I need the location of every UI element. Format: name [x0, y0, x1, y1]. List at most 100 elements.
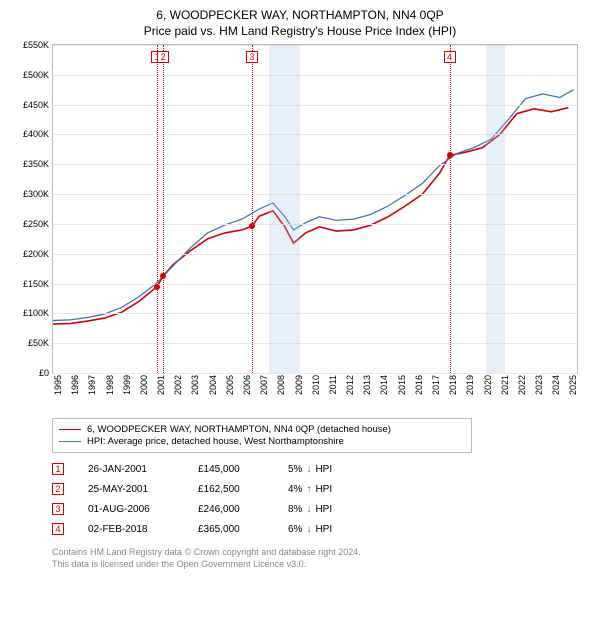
transaction-price: £246,000	[198, 504, 288, 515]
x-tick-label: 2005	[225, 375, 235, 395]
title-subtitle: Price paid vs. HM Land Registry's House …	[12, 24, 588, 38]
diff-percent: 6%	[288, 524, 302, 535]
transaction-diff: 8% ↓ HPI	[288, 504, 378, 515]
x-tick-label: 2000	[139, 375, 149, 395]
x-tick-label: 2024	[551, 375, 561, 395]
arrow-down-icon: ↓	[306, 504, 311, 515]
y-tick-label: £500K	[23, 70, 49, 80]
diff-against: HPI	[315, 484, 332, 495]
event-marker-box: 2	[157, 51, 169, 63]
x-tick-label: 2017	[431, 375, 441, 395]
legend-label: HPI: Average price, detached house, West…	[87, 436, 344, 447]
event-line	[450, 45, 451, 373]
transaction-row: 2 25-MAY-2001£162,5004% ↑ HPI	[52, 479, 588, 499]
x-tick-label: 2018	[448, 375, 458, 395]
event-marker-box: 4	[444, 51, 456, 63]
transaction-diff: 4% ↑ HPI	[288, 484, 378, 495]
y-tick-label: £450K	[23, 100, 49, 110]
recession-band	[486, 45, 505, 373]
legend-swatch	[59, 441, 81, 442]
y-tick-label: £250K	[23, 219, 49, 229]
legend-box: 6, WOODPECKER WAY, NORTHAMPTON, NN4 0QP …	[52, 418, 472, 453]
diff-percent: 5%	[288, 464, 302, 475]
transaction-number: 3	[52, 503, 64, 515]
transaction-marker	[447, 152, 453, 158]
y-tick-label: £350K	[23, 159, 49, 169]
footnote: Contains HM Land Registry data © Crown c…	[52, 547, 588, 570]
y-tick-label: £0	[39, 368, 49, 378]
title-block: 6, WOODPECKER WAY, NORTHAMPTON, NN4 0QP …	[12, 8, 588, 38]
transaction-number: 4	[52, 523, 64, 535]
diff-against: HPI	[315, 464, 332, 475]
transaction-number: 2	[52, 483, 64, 495]
x-tick-label: 2012	[345, 375, 355, 395]
x-tick-label: 2011	[328, 375, 338, 394]
legend-swatch	[59, 429, 81, 430]
event-line	[163, 45, 164, 373]
diff-against: HPI	[315, 504, 332, 515]
transactions-table: 1 26-JAN-2001£145,0005% ↓ HPI 2 25-MAY-2001£1…	[52, 459, 588, 539]
x-tick-label: 1995	[53, 375, 63, 395]
y-tick-label: £50K	[28, 338, 49, 348]
y-tick-label: £200K	[23, 249, 49, 259]
x-tick-label: 2022	[517, 375, 527, 395]
event-line	[252, 45, 253, 373]
arrow-down-icon: ↓	[306, 524, 311, 535]
x-tick-label: 1999	[122, 375, 132, 395]
transaction-marker	[249, 223, 255, 229]
x-tick-label: 2002	[173, 375, 183, 395]
y-tick-label: £150K	[23, 279, 49, 289]
transaction-diff: 5% ↓ HPI	[288, 464, 378, 475]
event-marker-box: 3	[246, 51, 258, 63]
legend-item: HPI: Average price, detached house, West…	[59, 436, 465, 447]
transaction-date: 25-MAY-2001	[88, 484, 198, 495]
transaction-price: £162,500	[198, 484, 288, 495]
x-tick-label: 1998	[105, 375, 115, 395]
transaction-marker	[154, 284, 160, 290]
y-tick-label: £550K	[23, 40, 49, 50]
transaction-price: £365,000	[198, 524, 288, 535]
transaction-row: 1 26-JAN-2001£145,0005% ↓ HPI	[52, 459, 588, 479]
title-address: 6, WOODPECKER WAY, NORTHAMPTON, NN4 0QP	[12, 8, 588, 22]
x-tick-label: 2010	[311, 375, 321, 395]
transaction-date: 02-FEB-2018	[88, 524, 198, 535]
x-tick-label: 2014	[379, 375, 389, 395]
recession-band	[269, 45, 300, 373]
x-tick-label: 2020	[483, 375, 493, 395]
x-tick-label: 2021	[500, 375, 510, 395]
y-axis-labels: £0£50K£100K£150K£200K£250K£300K£350K£400…	[13, 45, 51, 373]
legend-item: 6, WOODPECKER WAY, NORTHAMPTON, NN4 0QP …	[59, 424, 465, 435]
diff-percent: 4%	[288, 484, 302, 495]
legend-label: 6, WOODPECKER WAY, NORTHAMPTON, NN4 0QP …	[87, 424, 391, 435]
x-tick-label: 2019	[465, 375, 475, 395]
x-tick-label: 2003	[190, 375, 200, 395]
transaction-row: 4 02-FEB-2018£365,0006% ↓ HPI	[52, 519, 588, 539]
y-tick-label: £100K	[23, 308, 49, 318]
footnote-line1: Contains HM Land Registry data © Crown c…	[52, 547, 588, 559]
transaction-date: 26-JAN-2001	[88, 464, 198, 475]
x-tick-label: 2009	[294, 375, 304, 395]
transaction-price: £145,000	[198, 464, 288, 475]
x-tick-label: 2006	[242, 375, 252, 395]
diff-percent: 8%	[288, 504, 302, 515]
transaction-diff: 6% ↓ HPI	[288, 524, 378, 535]
x-tick-label: 1997	[87, 375, 97, 395]
x-tick-label: 2023	[534, 375, 544, 395]
x-tick-label: 2016	[414, 375, 424, 395]
diff-against: HPI	[315, 524, 332, 535]
x-axis-labels: 1995199619971998199920002001200220032004…	[53, 373, 577, 411]
x-tick-label: 1996	[70, 375, 80, 395]
y-tick-label: £400K	[23, 129, 49, 139]
x-tick-label: 2025	[568, 375, 578, 395]
x-tick-label: 2008	[276, 375, 286, 395]
x-tick-label: 2007	[259, 375, 269, 395]
transaction-number: 1	[52, 463, 64, 475]
arrow-down-icon: ↓	[306, 464, 311, 475]
arrow-up-icon: ↑	[306, 484, 311, 495]
x-tick-label: 2013	[362, 375, 372, 395]
event-line	[157, 45, 158, 373]
x-tick-label: 2004	[208, 375, 218, 395]
gridline-h	[53, 373, 577, 374]
y-tick-label: £300K	[23, 189, 49, 199]
x-tick-label: 2015	[397, 375, 407, 395]
